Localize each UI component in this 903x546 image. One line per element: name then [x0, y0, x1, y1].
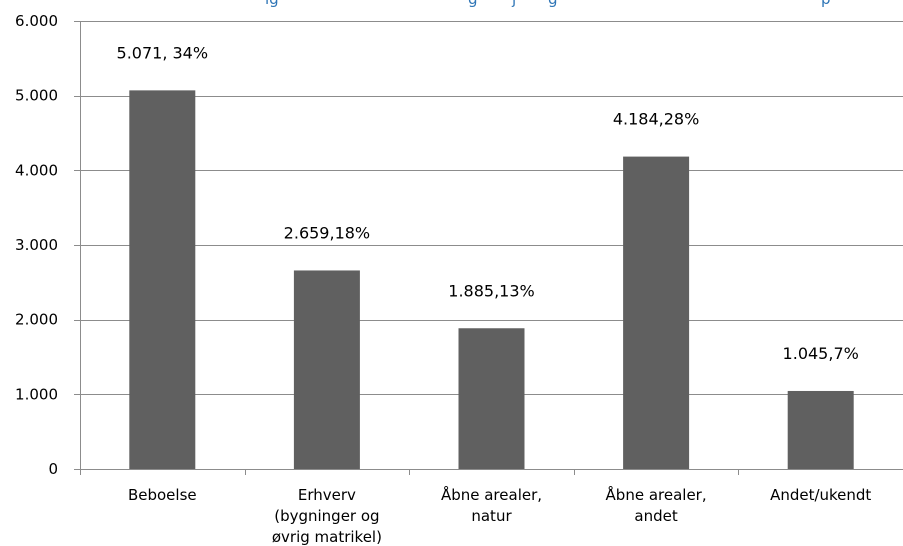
y-tick-label: 0 — [48, 460, 58, 478]
category-labels: Beboelse Erhverv (bygninger og øvrig matrik… — [128, 485, 871, 546]
header-fragment-strip: ig g j g p — [265, 0, 831, 8]
data-label: 1.885,13% — [448, 281, 534, 300]
bar — [293, 270, 360, 469]
y-tick-label: 1.000 — [15, 385, 58, 403]
category-label: andet — [634, 507, 677, 525]
bar — [458, 328, 525, 469]
category-label: øvrig matrikel) — [272, 528, 382, 546]
data-labels: 5.071, 34% 2.659,18% 1.885,13% 4.184,28% 1.0… — [117, 43, 859, 363]
gridlines — [80, 21, 903, 395]
bars — [129, 90, 854, 470]
category-label: Åbne arealer, — [606, 485, 707, 504]
bar — [129, 90, 196, 470]
header-fragment: g — [548, 0, 558, 8]
category-label: Andet/ukendt — [770, 486, 871, 504]
data-label: 5.071, 34% — [117, 43, 209, 62]
category-label: Beboelse — [128, 486, 197, 504]
y-tick-label: 6.000 — [15, 12, 58, 30]
data-label: 4.184,28% — [613, 110, 699, 129]
y-tick-label: 3.000 — [15, 236, 58, 254]
data-label: 1.045,7% — [783, 344, 859, 363]
axes — [80, 21, 903, 475]
header-fragment: j — [511, 0, 516, 8]
category-label: (bygninger og — [274, 507, 379, 525]
bar — [623, 156, 690, 469]
y-axis-ticks: 0 1.000 2.000 3.000 4.000 5.000 6.000 — [15, 12, 80, 478]
y-tick-label: 4.000 — [15, 161, 58, 179]
data-label: 2.659,18% — [284, 223, 370, 242]
header-fragment: g — [468, 0, 478, 8]
category-label: Åbne arealer, — [441, 485, 542, 504]
category-label: natur — [471, 507, 512, 525]
header-fragment: ig — [265, 0, 279, 8]
y-tick-label: 2.000 — [15, 311, 58, 329]
category-label: Erhverv — [298, 486, 356, 504]
y-tick-label: 5.000 — [15, 87, 58, 105]
bar — [787, 390, 854, 469]
header-fragment: p — [821, 0, 831, 8]
